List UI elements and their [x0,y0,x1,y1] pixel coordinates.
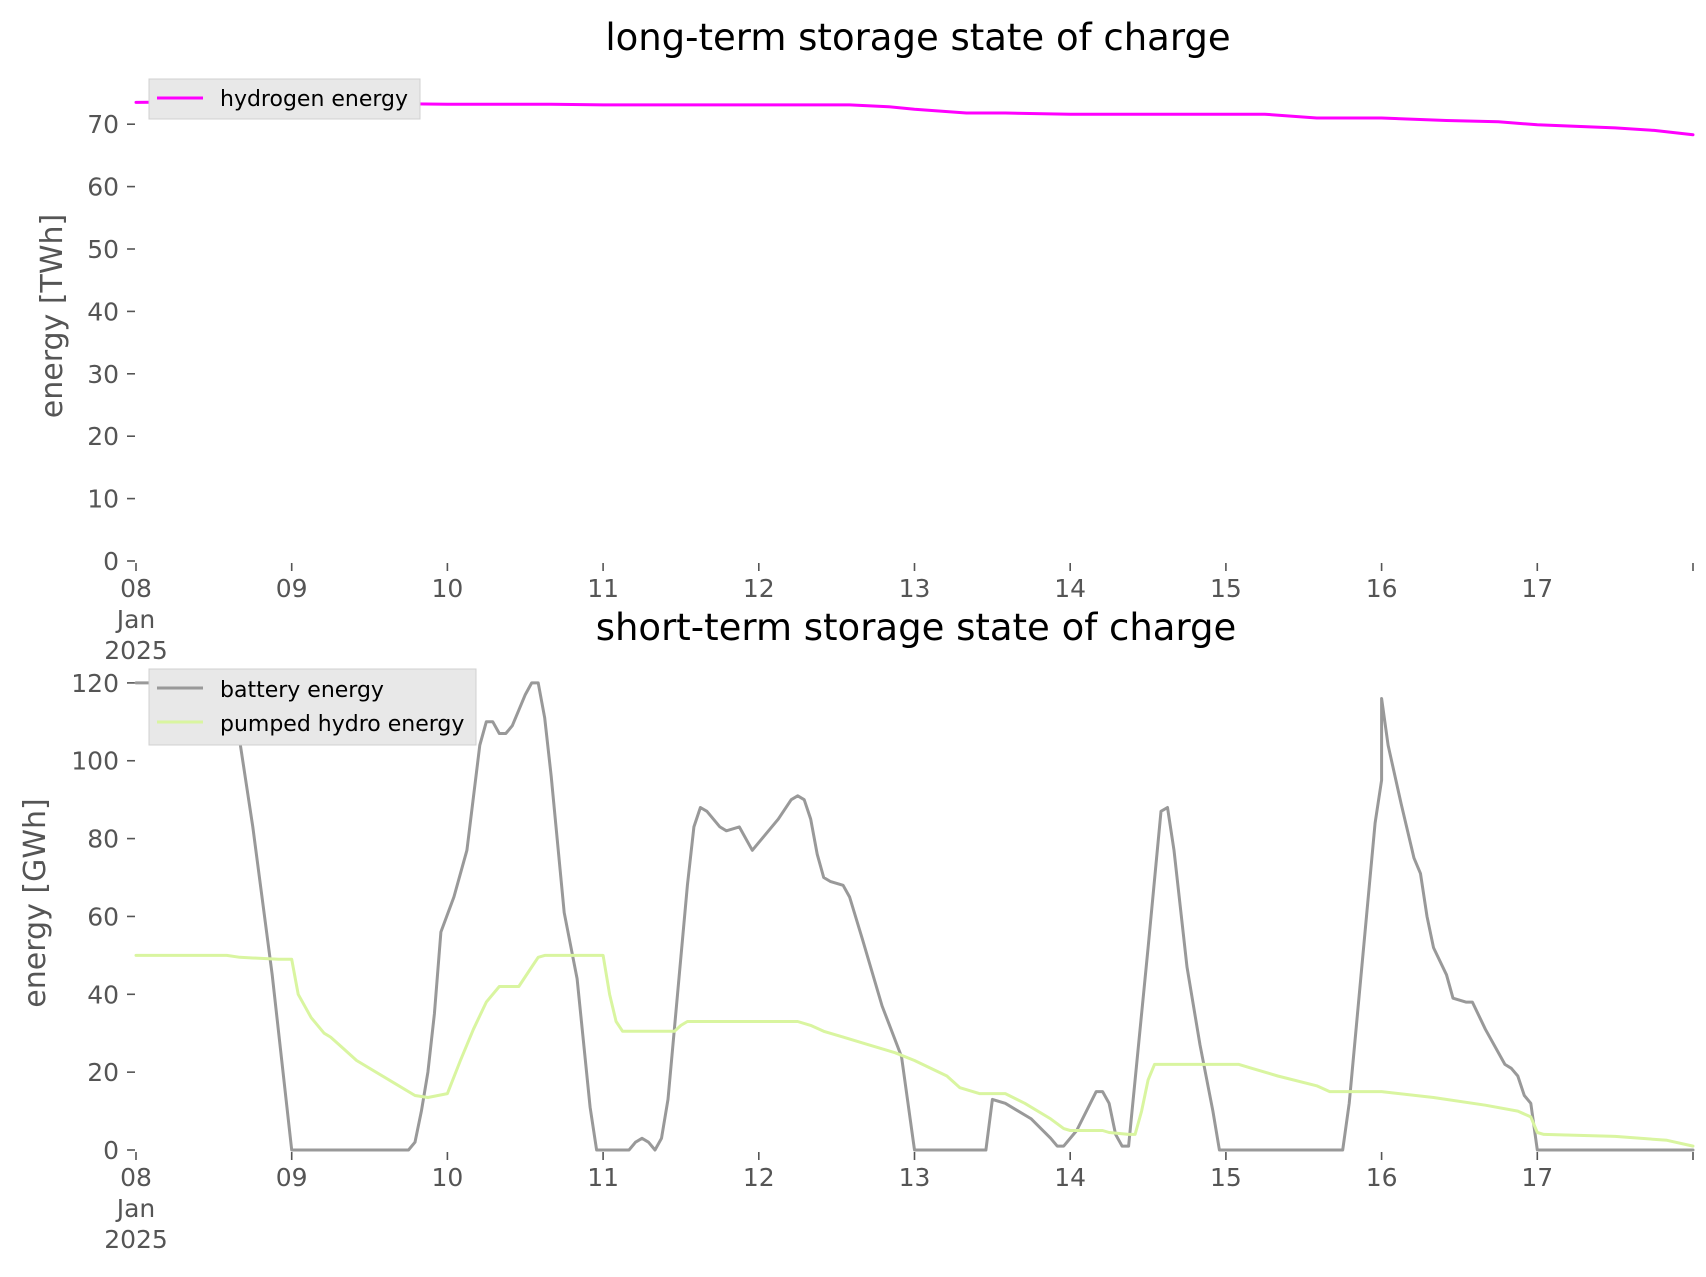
y-tick-label: 50 [87,235,119,264]
y-tick-label: 30 [87,360,119,389]
long-term-legend: hydrogen energy [148,78,421,120]
y-tick-label: 0 [103,547,119,576]
short-term-legend-box [148,668,477,746]
hydrogen-energy-line [134,100,1695,137]
x-tick-label: 12 [743,1163,775,1192]
long-term-y-axis-label: energy [TWh] [35,214,70,418]
y-tick-label: 10 [87,485,119,514]
y-tick-label: 40 [87,980,119,1009]
x-tick-label: 11 [587,574,619,603]
x-tick-label: 16 [1366,1163,1398,1192]
pumped-hydro-energy-line [134,953,1695,1148]
hydrogen-legend-label: hydrogen energy [220,87,408,112]
y-tick-label: 80 [87,825,119,854]
x-tick-label: 09 [276,574,308,603]
x-tick-label: 10 [431,1163,463,1192]
short-term-y-axis: 0 20 40 60 80 100 120 [71,669,135,1165]
short-term-legend: battery energy pumped hydro energy [148,668,477,746]
y-tick-label: 0 [103,1136,119,1165]
y-tick-label: 20 [87,1058,119,1087]
x-tick-label: 13 [899,1163,931,1192]
short-term-panel: short-term storage state of charge energ… [18,606,1695,1254]
short-term-series [134,681,1695,1152]
long-term-series [134,100,1695,137]
y-tick-label: 40 [87,297,119,326]
x-tick-label: 14 [1054,1163,1086,1192]
x-tick-label: 08 Jan 2025 [104,574,168,665]
x-tick-label: 14 [1054,574,1086,603]
short-term-y-axis-label: energy [GWh] [18,798,53,1007]
pumped-hydro-legend-label: pumped hydro energy [220,712,464,737]
x-tick-label: 08 Jan 2025 [104,1163,168,1254]
x-tick-label: 11 [587,1163,619,1192]
y-tick-label: 100 [71,747,119,776]
short-term-chart-title: short-term storage state of charge [596,606,1237,649]
x-tick-label: 10 [431,574,463,603]
y-tick-label: 60 [87,173,119,202]
x-tick-label: 15 [1210,574,1242,603]
battery-energy-line [134,681,1695,1152]
long-term-chart-title: long-term storage state of charge [605,16,1230,59]
x-tick-label: 13 [899,574,931,603]
long-term-x-axis: 08 Jan 2025 09 10 11 12 13 14 15 16 17 [104,563,1694,665]
x-tick-label: 12 [743,574,775,603]
long-term-panel: long-term storage state of charge energy… [35,16,1695,665]
long-term-y-axis: 0 10 20 30 40 50 60 70 [87,110,135,576]
x-tick-label: 16 [1366,574,1398,603]
x-tick-label: 17 [1521,1163,1553,1192]
y-tick-label: 20 [87,422,119,451]
short-term-x-axis: 08 Jan 2025 09 10 11 12 13 14 15 16 17 [104,1152,1694,1254]
y-tick-label: 60 [87,902,119,931]
x-tick-label: 09 [276,1163,308,1192]
y-tick-label: 120 [71,669,119,698]
y-tick-label: 70 [87,110,119,139]
x-tick-label: 15 [1210,1163,1242,1192]
battery-legend-label: battery energy [220,678,384,703]
x-tick-label: 17 [1521,574,1553,603]
